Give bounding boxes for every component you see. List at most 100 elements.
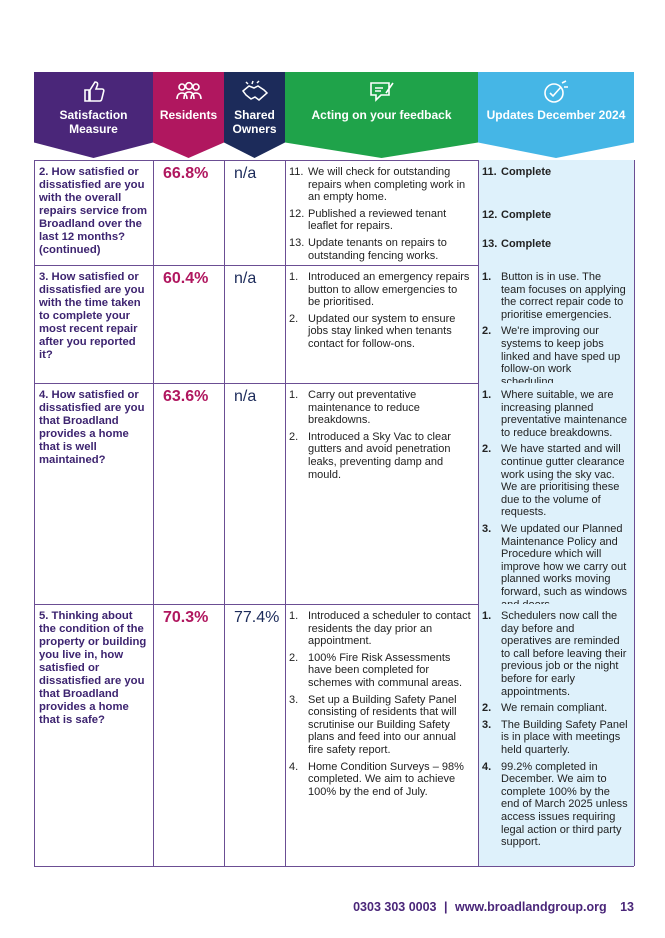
icon-people xyxy=(175,81,202,100)
item-text: Complete xyxy=(501,208,552,221)
header-label: Residents xyxy=(159,108,218,122)
actions-list: 1. Carry out preventative maintenance to … xyxy=(285,383,478,481)
row-border xyxy=(34,160,634,161)
footer-website: www.broadlandgroup.org xyxy=(454,900,607,914)
item-number: 1. xyxy=(289,610,299,622)
residents-cell: 66.8% xyxy=(163,165,209,182)
item-text: Home Condition Surveys – 98% completed. … xyxy=(308,760,464,798)
shared-owners-cell: n/a xyxy=(234,165,257,182)
measure-cell: 5. Thinking about the condition of the p… xyxy=(39,610,147,726)
item-text: Introduced a scheduler to contact reside… xyxy=(308,610,471,648)
action-item: 3. Set up a Building Safety Panel consist… xyxy=(289,694,472,757)
row-border xyxy=(34,265,634,266)
action-item: 2. 100% Fire Risk Assessments have been c… xyxy=(289,652,472,690)
column-border xyxy=(478,160,479,866)
item-text: Updated our system to ensure jobs stay l… xyxy=(308,312,456,350)
shared-owners-cell: n/a xyxy=(234,270,257,287)
item-text: The Building Safety Panel is in place wi… xyxy=(501,718,628,756)
measure-cell: 4. How satisfied or dissatisfied are you… xyxy=(39,389,145,466)
actions-list: 11. We will check for outstanding repairs… xyxy=(285,160,478,262)
action-item: 4. Home Condition Surveys – 98% completed… xyxy=(289,761,472,799)
item-number: 11. xyxy=(482,166,497,178)
item-number: 1. xyxy=(482,389,492,401)
item-number: 1. xyxy=(289,271,299,283)
icon-thumb xyxy=(83,81,105,102)
item-number: 11. xyxy=(289,166,304,178)
item-number: 4. xyxy=(289,760,299,773)
actions-cell: 1. Introduced an emergency repairs button… xyxy=(285,265,478,383)
header-residents: Residents xyxy=(153,72,224,158)
item-text: We will check for outstanding repairs wh… xyxy=(308,166,466,204)
updates-cell: 1. Where suitable, we are increasing plan… xyxy=(478,383,634,611)
actions-list: 1. Introduced a scheduler to contact resi… xyxy=(285,604,478,798)
update-item: 1. Where suitable, we are increasing plan… xyxy=(482,389,628,439)
actions-list: 1. Introduced an emergency repairs button… xyxy=(285,265,478,351)
update-item: 13. Complete xyxy=(482,238,628,251)
item-number: 3. xyxy=(482,718,492,731)
footer-phone: 0303 303 0003 xyxy=(353,900,437,914)
header-label: Acting on your feedback xyxy=(311,108,452,122)
action-item: 2. Introduced a Sky Vac to clear gutters … xyxy=(289,431,472,481)
column-border xyxy=(634,160,635,866)
shared-owners-cell: 77.4% xyxy=(234,609,280,626)
item-text: Introduced an emergency repairs button t… xyxy=(308,271,470,309)
header-label: Updates December 2024 xyxy=(486,108,626,122)
shared-owners-cell: n/a xyxy=(234,388,257,405)
item-number: 1. xyxy=(482,271,492,283)
icon-note xyxy=(369,82,394,102)
update-item: 3. We updated our Planned Maintenance Pol… xyxy=(482,523,628,611)
item-number: 12. xyxy=(482,208,498,221)
item-number: 4. xyxy=(482,760,492,773)
column-border xyxy=(153,160,154,866)
item-number: 13. xyxy=(289,236,305,249)
item-text: We updated our Planned Maintenance Polic… xyxy=(501,522,627,611)
row-border xyxy=(34,866,634,867)
item-text: Complete xyxy=(501,238,552,251)
actions-cell: 1. Introduced a scheduler to contact resi… xyxy=(285,604,478,866)
column-border xyxy=(34,160,35,866)
item-text: Update tenants on repairs to outstanding… xyxy=(308,236,447,262)
item-text: Set up a Building Safety Panel consistin… xyxy=(308,693,457,756)
item-number: 2. xyxy=(289,430,299,443)
action-item: 12. Published a reviewed tenant leaflet f… xyxy=(289,208,472,233)
item-text: Where suitable, we are increasing planne… xyxy=(501,389,627,439)
footer: 0303 303 0003 | www.broadlandgroup.org 1… xyxy=(349,900,634,914)
update-item: 2. We remain compliant. xyxy=(482,702,628,715)
item-text: Carry out preventative maintenance to re… xyxy=(308,389,420,427)
footer-separator: | xyxy=(444,900,448,914)
item-number: 2. xyxy=(482,702,492,715)
row-border xyxy=(34,604,634,605)
update-item: 1. Schedulers now call the day before and… xyxy=(482,610,628,698)
column-border xyxy=(285,160,286,866)
updates-list: 11. Complete 12. Complete 13. Complete xyxy=(478,160,634,251)
icon-check xyxy=(544,80,568,103)
item-number: 2. xyxy=(289,651,299,664)
item-text: We're improving our systems to keep jobs… xyxy=(501,325,621,388)
updates-cell: 1. Button is in use. The team focuses on … xyxy=(478,265,634,388)
action-item: 1. Introduced a scheduler to contact resi… xyxy=(289,610,472,648)
row-border xyxy=(34,383,634,384)
actions-cell: 11. We will check for outstanding repairs… xyxy=(285,160,478,265)
action-item: 2. Updated our system to ensure jobs stay… xyxy=(289,313,472,351)
item-number: 2. xyxy=(289,312,299,325)
column-border xyxy=(224,160,225,866)
action-item: 13. Update tenants on repairs to outstand… xyxy=(289,237,472,262)
item-number: 3. xyxy=(289,693,299,706)
action-item: 11. We will check for outstanding repairs… xyxy=(289,166,472,204)
actions-cell: 1. Carry out preventative maintenance to … xyxy=(285,383,478,604)
updates-list: 1. Where suitable, we are increasing plan… xyxy=(478,383,634,611)
update-item: 1. Button is in use. The team focuses on … xyxy=(482,271,628,321)
updates-list: 1. Schedulers now call the day before and… xyxy=(478,604,634,849)
measure-cell: 2. How satisfied or dissatisfied are you… xyxy=(39,166,148,256)
header-acting: Acting on your feedback xyxy=(285,72,478,158)
footer-page: 13 xyxy=(620,900,634,914)
item-number: 12. xyxy=(289,207,305,220)
update-item: 11. Complete xyxy=(482,166,628,179)
update-item: 2. We're improving our systems to keep jo… xyxy=(482,325,628,388)
header-shared: Shared Owners xyxy=(224,72,285,158)
header-label: Shared Owners xyxy=(232,108,277,136)
item-text: Schedulers now call the day before and o… xyxy=(501,610,627,698)
header-label: Satisfaction Measure xyxy=(59,108,128,136)
item-text: Introduced a Sky Vac to clear gutters an… xyxy=(308,430,451,481)
item-number: 2. xyxy=(482,443,492,456)
